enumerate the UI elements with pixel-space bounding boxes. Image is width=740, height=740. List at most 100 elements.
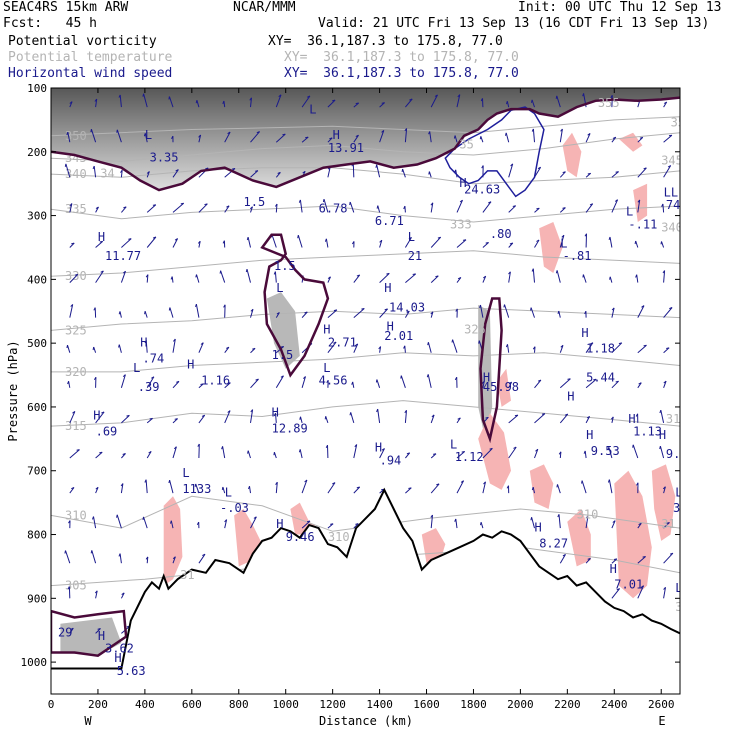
pink-region bbox=[651, 464, 676, 541]
wind-vector bbox=[143, 516, 148, 529]
wind-vector-head bbox=[587, 172, 591, 175]
wind-vector bbox=[222, 446, 226, 459]
wind-vector-head bbox=[532, 346, 536, 350]
wind-vector bbox=[69, 304, 74, 318]
wind-vector-head bbox=[196, 521, 200, 526]
wind-vector-head bbox=[375, 164, 378, 168]
wind-vector-head bbox=[562, 553, 566, 557]
wind-vector-head bbox=[669, 307, 673, 310]
wind-vector bbox=[327, 523, 334, 529]
wind-vector-head bbox=[386, 272, 390, 275]
wind-vector-head bbox=[435, 275, 439, 278]
wind-vector bbox=[430, 453, 437, 459]
theta-contour-325 bbox=[51, 307, 680, 331]
annotation-label: 11.77 bbox=[105, 249, 141, 263]
wind-vector bbox=[532, 268, 535, 283]
annotation-label: L bbox=[450, 437, 457, 451]
wind-vector bbox=[663, 307, 673, 318]
wind-vector-head bbox=[170, 520, 172, 524]
wind-vector bbox=[301, 520, 311, 529]
wind-vector-head bbox=[200, 383, 204, 385]
wind-vector-head bbox=[557, 310, 560, 315]
annotation-label: -.81 bbox=[563, 249, 592, 263]
wind-vector bbox=[325, 238, 329, 248]
wind-vector bbox=[532, 128, 535, 143]
wind-vector-head bbox=[180, 202, 184, 205]
annotation-label: 34 bbox=[100, 166, 114, 180]
wind-vector bbox=[663, 165, 672, 178]
wind-vector-head bbox=[615, 380, 619, 383]
wind-vector bbox=[559, 235, 565, 248]
pink-regions bbox=[163, 132, 676, 599]
wind-vector-head bbox=[584, 233, 587, 237]
annotation-label: L bbox=[225, 485, 232, 499]
wind-vector bbox=[146, 236, 157, 248]
wind-vector-head bbox=[659, 409, 662, 414]
wind-vector-head bbox=[437, 236, 441, 239]
wind-vector-head bbox=[454, 376, 458, 381]
annotation-label: 9.7 bbox=[666, 447, 688, 461]
wind-vector-head bbox=[638, 522, 642, 526]
wind-vector-head bbox=[306, 95, 311, 98]
annotation-label: 12.89 bbox=[272, 422, 308, 436]
wind-vector bbox=[405, 452, 411, 459]
x-tick-label: 1400 bbox=[366, 698, 393, 711]
wind-vector-head bbox=[146, 171, 150, 174]
wind-vector-head bbox=[120, 483, 124, 487]
wind-vector-head bbox=[222, 240, 225, 244]
annotation-label: 45.98 bbox=[483, 380, 519, 394]
wind-vector-head bbox=[219, 270, 222, 274]
wind-vector-head bbox=[90, 550, 93, 554]
wind-vector-head bbox=[379, 239, 383, 243]
pv-shade-patch bbox=[60, 617, 122, 656]
wind-vector-head bbox=[149, 417, 153, 420]
wind-vector bbox=[224, 346, 230, 354]
wind-vector bbox=[534, 413, 546, 424]
wind-vector-head bbox=[669, 552, 674, 555]
wind-vector bbox=[430, 275, 439, 283]
wind-vector bbox=[557, 484, 561, 494]
wind-vector bbox=[482, 481, 486, 494]
wind-vector-head bbox=[436, 483, 440, 486]
wind-vector bbox=[91, 550, 97, 564]
wind-vector-head bbox=[404, 128, 408, 132]
wind-vector-head bbox=[93, 376, 97, 381]
wind-vector-head bbox=[663, 101, 667, 104]
annotation-label: 5.44 bbox=[586, 370, 615, 384]
wind-vector bbox=[456, 94, 461, 108]
header-model: SEAC4RS 15km ARW bbox=[3, 0, 129, 15]
wind-vector bbox=[405, 98, 413, 108]
wind-vector-head bbox=[589, 342, 594, 345]
wind-vector bbox=[558, 514, 561, 529]
wind-vector bbox=[172, 169, 179, 178]
annotation-label: .74 bbox=[143, 351, 165, 365]
annotation-label: H bbox=[333, 128, 340, 142]
wind-vector bbox=[224, 131, 231, 143]
wind-vector bbox=[301, 311, 308, 318]
wind-vector-head bbox=[531, 99, 533, 103]
wind-vector-head bbox=[607, 479, 610, 483]
wind-vector bbox=[585, 515, 589, 529]
wind-vector-head bbox=[142, 516, 144, 520]
wind-vector-head bbox=[116, 514, 118, 518]
wind-vector-head bbox=[403, 345, 406, 349]
wind-vector bbox=[146, 274, 149, 283]
wind-vector-head bbox=[586, 415, 590, 419]
wind-vector-head bbox=[116, 129, 118, 133]
wind-vector-head bbox=[608, 236, 611, 241]
wind-vector bbox=[559, 128, 563, 143]
wind-vector-head bbox=[609, 276, 611, 280]
wind-vector-head bbox=[329, 137, 333, 140]
field-xy-theta: XY= 36.1,187.3 to 175.8, 77.0 bbox=[284, 50, 519, 65]
wind-vector bbox=[172, 238, 179, 248]
annotation-label: 3.35 bbox=[150, 150, 179, 164]
wind-vector-head bbox=[126, 414, 130, 417]
theta-contour-345 bbox=[51, 132, 680, 162]
wind-vector bbox=[508, 414, 519, 424]
annotation-label: 7.01 bbox=[614, 578, 643, 592]
pink-region bbox=[562, 132, 582, 178]
wind-vector-head bbox=[70, 627, 74, 630]
wind-vector-head bbox=[349, 412, 352, 416]
wind-vector-head bbox=[404, 410, 407, 414]
wind-vector bbox=[146, 451, 152, 459]
